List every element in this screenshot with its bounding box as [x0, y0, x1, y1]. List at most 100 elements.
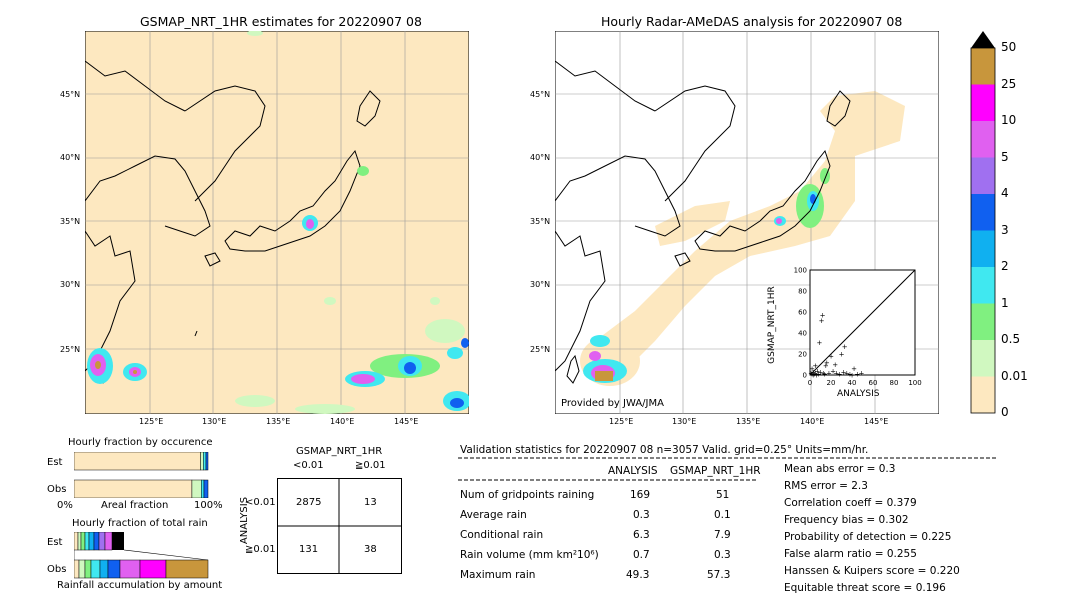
scatter-point: + — [833, 369, 839, 377]
rain-fraction-est-label: Est — [47, 537, 63, 548]
scatter-x-tick: 40 — [848, 379, 857, 387]
scatter-point: + — [841, 368, 847, 376]
contingency-cell: 2875 — [296, 497, 322, 508]
scatter-plot: ++++++++++++++++++++++++++++++ ++++ 00202… — [794, 267, 922, 388]
scatter-point: + — [849, 372, 855, 380]
colorbar-segment — [971, 340, 995, 377]
contingency-cell: 13 — [364, 497, 377, 508]
colorbar-label: 25 — [1001, 76, 1017, 91]
scatter-point: + — [820, 312, 826, 320]
scatter-x-tick: 20 — [827, 379, 836, 387]
score: False alarm ratio = 0.255 — [784, 548, 917, 560]
scatter-point: + — [854, 370, 860, 378]
occurrence-x-left: 0% — [57, 500, 73, 511]
scatter-x-tick: 100 — [908, 379, 921, 387]
validation-col-gsmap: GSMAP_NRT_1HR — [670, 465, 761, 477]
scatter-point: + — [821, 369, 827, 377]
score: Hanssen & Kuipers score = 0.220 — [784, 565, 960, 577]
right-lon-label: 135°E — [736, 417, 761, 426]
stat-label: Maximum rain — [460, 569, 536, 581]
scatter-point: + — [823, 362, 829, 370]
colorbar-label: 50 — [1001, 40, 1017, 54]
occurrence-bars — [74, 452, 209, 498]
right-lat-label: 45°N — [530, 90, 551, 99]
scatter-point: + — [826, 369, 832, 377]
contingency-col-label: ≧0.01 — [355, 460, 386, 471]
colorbar-label: 3 — [1001, 222, 1009, 237]
occurrence-est-label: Est — [47, 457, 63, 468]
scatter-point: + — [809, 365, 815, 373]
scatter-x-tick: 0 — [808, 379, 812, 387]
left-lat-label: 35°N — [60, 217, 81, 226]
contingency-grid — [277, 478, 402, 574]
stat-analysis: 0.7 — [633, 549, 650, 561]
occurrence-x-mid: Areal fraction — [101, 500, 169, 511]
right-lat-label: 30°N — [530, 280, 551, 289]
rain-fraction-xlabel: Rainfall accumulation by amount — [57, 580, 223, 591]
scatter-point: + — [810, 372, 816, 380]
colorbar-segment — [971, 48, 995, 85]
scatter-y-tick: 100 — [794, 267, 807, 275]
scatter-point: + — [842, 343, 848, 351]
stat-gsmap: 7.9 — [714, 529, 731, 541]
contingency-title: GSMAP_NRT_1HR — [296, 446, 383, 457]
colorbar-label: 4 — [1001, 186, 1009, 200]
scatter-y-tick: 20 — [798, 351, 807, 359]
scatter-point: + — [832, 361, 838, 369]
scatter-point: + — [822, 370, 828, 378]
contingency-cell: 38 — [364, 544, 377, 555]
right-map-title: Hourly Radar-AMeDAS analysis for 2022090… — [601, 14, 903, 29]
scatter-point: + — [839, 351, 845, 359]
colorbar-label: 2 — [1001, 259, 1009, 273]
colorbar-segment — [971, 267, 995, 304]
colorbar-segment — [971, 194, 995, 231]
stat-gsmap: 57.3 — [707, 569, 731, 581]
contingency-col-label: <0.01 — [293, 460, 324, 471]
right-lon-label: 145°E — [864, 417, 889, 426]
scatter-point: + — [817, 339, 823, 347]
scatter-point: + — [847, 370, 853, 378]
left-lon-label: 130°E — [202, 417, 227, 426]
colorbar — [970, 31, 996, 414]
rain-fraction-title: Hourly fraction of total rain — [72, 518, 208, 529]
score: Equitable threat score = 0.196 — [784, 582, 946, 594]
left-map-title: GSMAP_NRT_1HR estimates for 20220907 08 — [140, 14, 422, 29]
stat-gsmap: 0.3 — [714, 549, 731, 561]
scatter-point: + — [813, 372, 819, 380]
left-lon-label: 125°E — [139, 417, 164, 426]
score: RMS error = 2.3 — [784, 480, 868, 492]
scatter-point: + — [830, 367, 836, 375]
colorbar-segment — [971, 157, 995, 194]
rain-fraction-bars — [74, 532, 209, 579]
left-map — [85, 31, 469, 414]
scatter-point: + — [811, 370, 817, 378]
stat-analysis: 49.3 — [626, 569, 650, 581]
scatter-point: + — [818, 368, 824, 376]
scatter-point: + — [828, 353, 834, 361]
occurrence-bar-segment — [200, 452, 204, 471]
scatter-point: + — [819, 317, 825, 325]
contingency-cell: 131 — [299, 544, 319, 555]
stat-analysis: 169 — [630, 489, 651, 501]
scatter-point: + — [812, 362, 818, 370]
contingency-row-label: <0.01 — [245, 497, 276, 508]
scatter-xlabel: ANALYSIS — [837, 389, 880, 399]
validation-header: Validation statistics for 20220907 08 n=… — [460, 444, 869, 456]
validation-col-divider — [458, 479, 758, 481]
score: Mean abs error = 0.3 — [784, 463, 896, 475]
stat-label: Rain volume (mm km²10⁶) — [460, 549, 599, 561]
colorbar-label: 0 — [1001, 405, 1009, 419]
right-lat-label: 40°N — [530, 153, 551, 162]
right-lon-label: 140°E — [800, 417, 825, 426]
data-credit: Provided by JWA/JMA — [561, 398, 664, 409]
occurrence-title: Hourly fraction by occurence — [68, 437, 213, 448]
contingency-side-label: ANALYSIS — [239, 496, 251, 545]
left-lon-label: 140°E — [330, 417, 355, 426]
scatter-point: + — [824, 359, 830, 367]
occurrence-bar-segment — [191, 479, 202, 498]
colorbar-label: 10 — [1001, 113, 1017, 127]
scatter-point: + — [809, 370, 815, 378]
scatter-point: + — [851, 365, 857, 373]
left-lat-label: 30°N — [60, 280, 81, 289]
scatter-point: + — [815, 370, 821, 378]
